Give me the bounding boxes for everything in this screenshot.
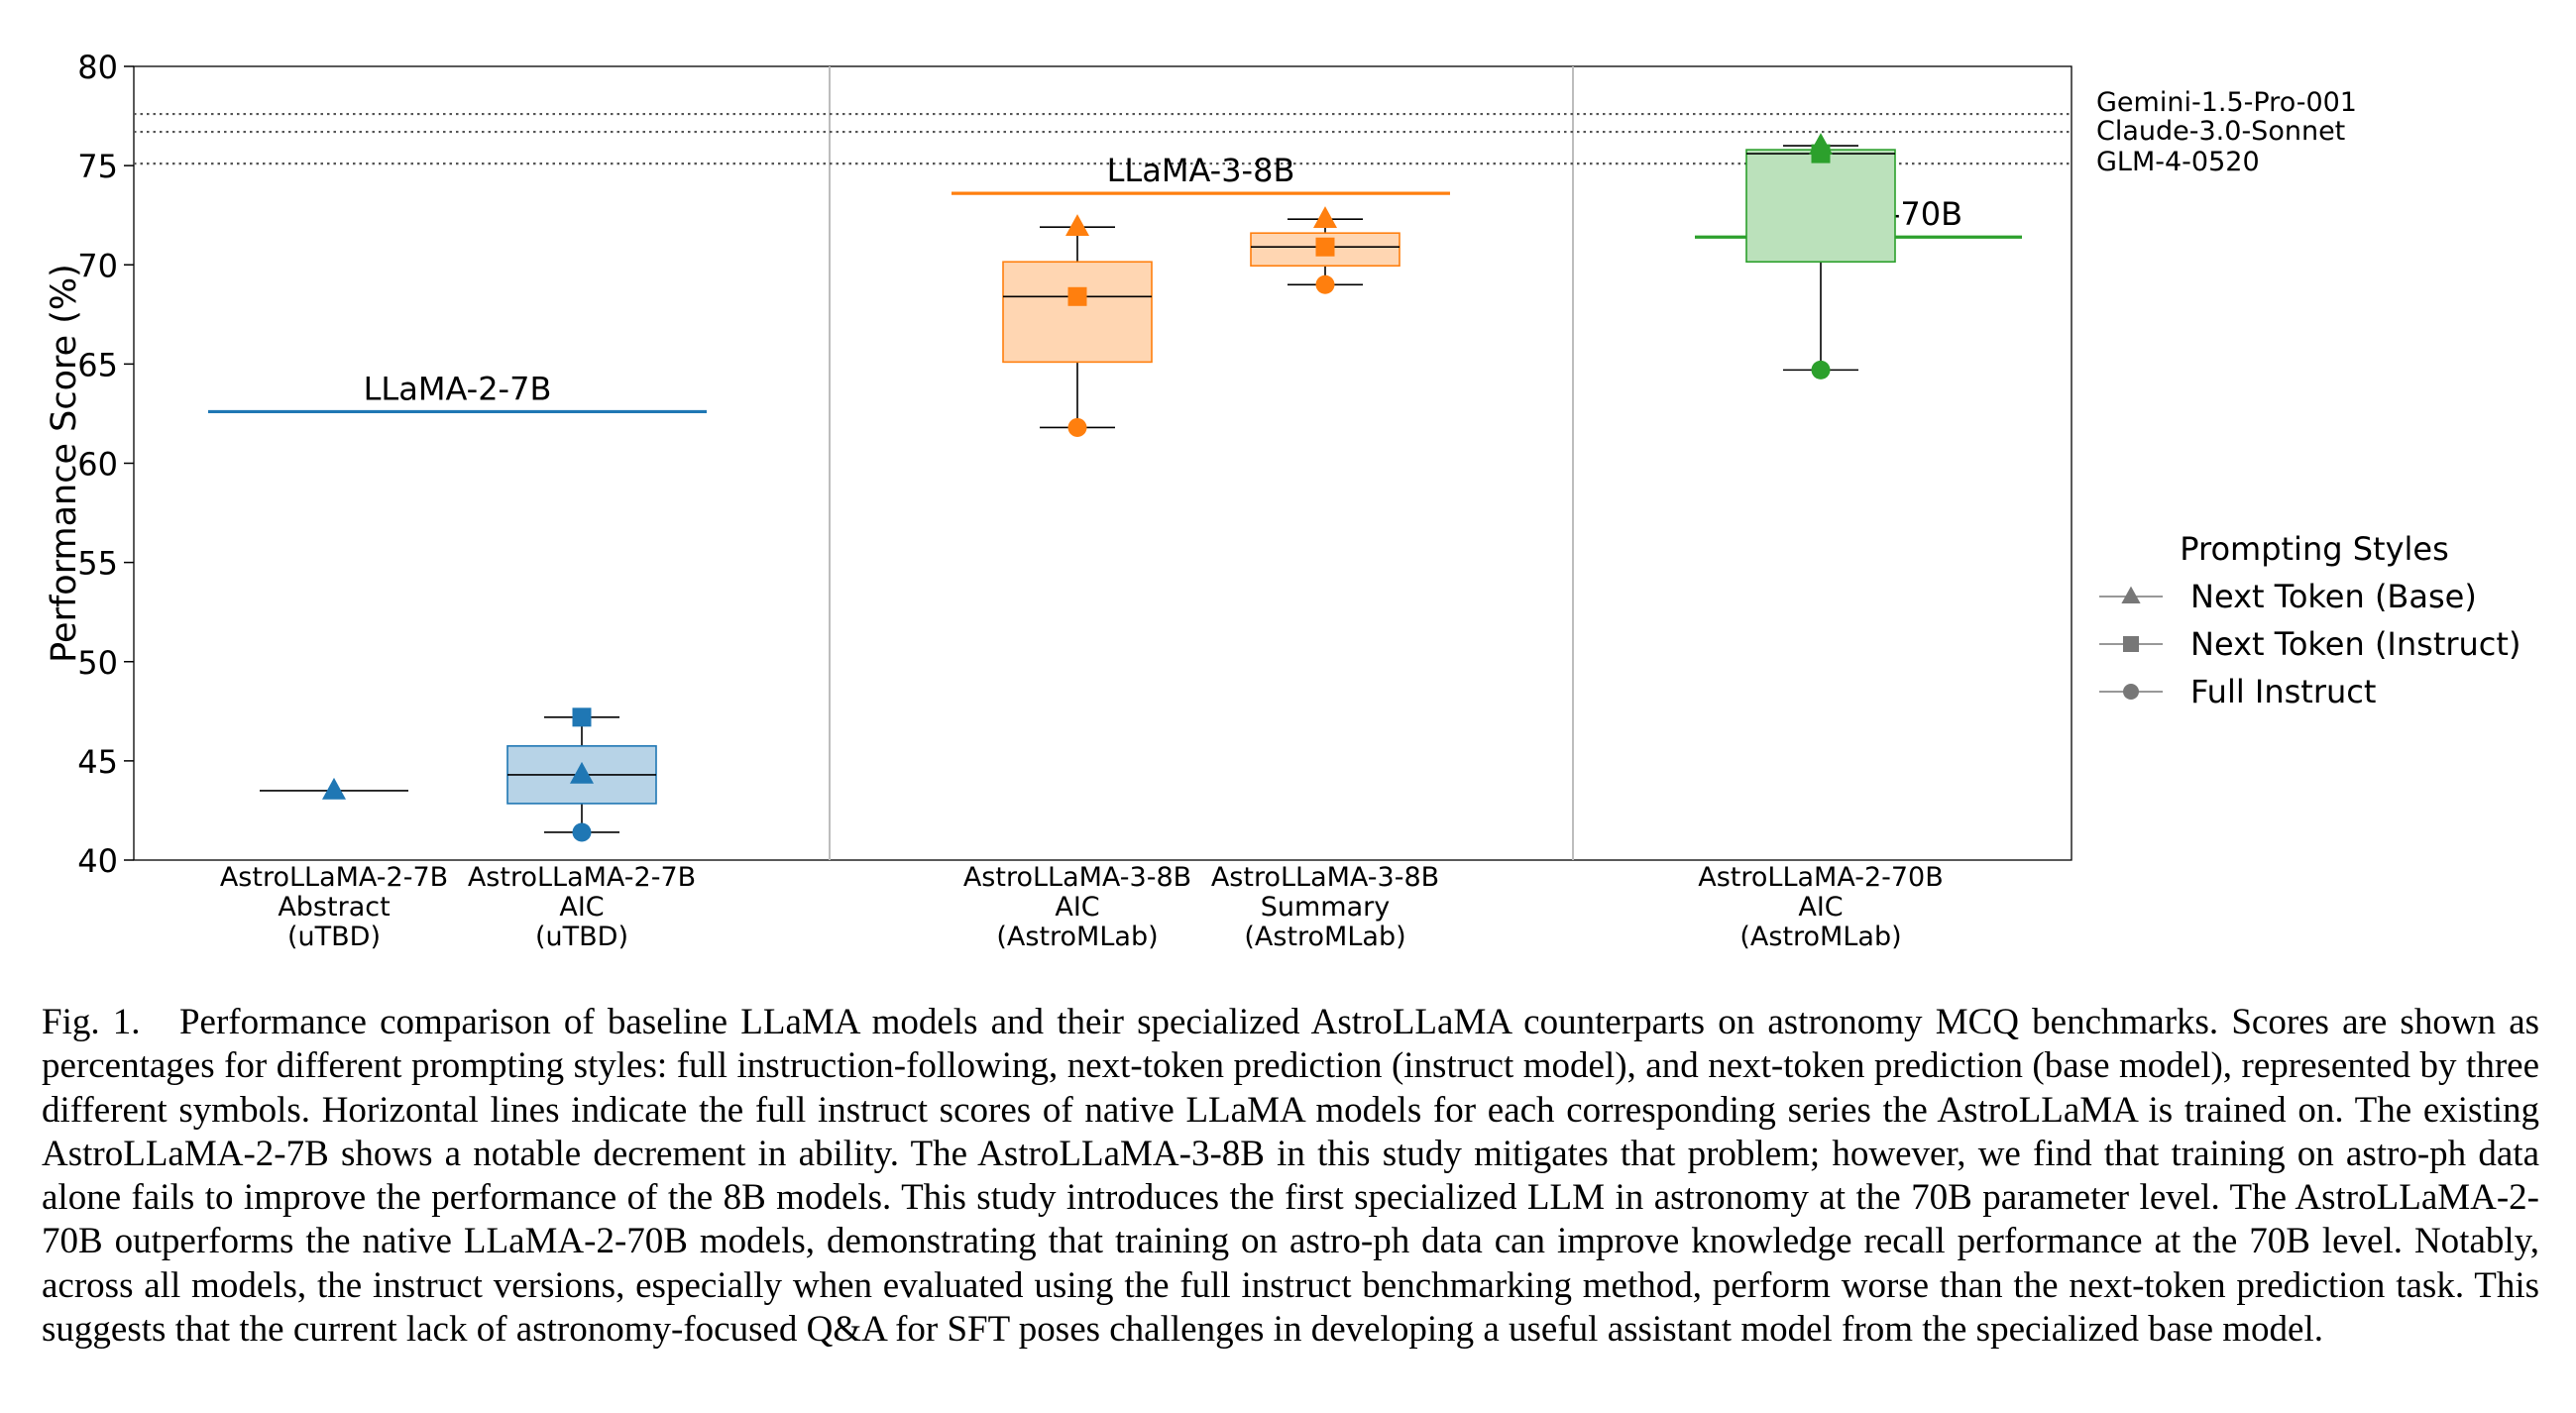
x-tick-label: (AstroMLab) bbox=[1739, 922, 1901, 952]
x-tick-label: (uTBD) bbox=[287, 922, 381, 952]
x-tick-label: AIC bbox=[559, 892, 604, 923]
marker-full-instruct bbox=[1811, 360, 1831, 380]
x-tick-label: (AstroMLab) bbox=[1244, 922, 1405, 952]
legend-title: Prompting Styles bbox=[2180, 530, 2449, 568]
legend-marker-triangle bbox=[2121, 586, 2141, 604]
legend-label: Next Token (Base) bbox=[2190, 578, 2477, 615]
marker-next-token-base bbox=[322, 777, 346, 800]
iqr-box bbox=[1002, 261, 1153, 364]
legend-marker-circle bbox=[2123, 684, 2139, 700]
caption-lead: Fig. 1. bbox=[42, 1002, 141, 1042]
x-tick-label: AstroLLaMA-2-70B bbox=[1698, 862, 1944, 893]
model-box-2-0 bbox=[1745, 133, 1896, 380]
figure-caption: Fig. 1. Performance comparison of baseli… bbox=[42, 1001, 2539, 1352]
legend-marker-square bbox=[2123, 636, 2139, 652]
reference-line-label: GLM-4-0520 bbox=[2096, 147, 2260, 177]
box-plot-chart: 40 45 50 55 60 65 70 75 80 Performance Score (%) G… bbox=[45, 49, 2520, 952]
legend-label: Next Token (Instruct) bbox=[2190, 625, 2520, 663]
x-tick-label: AstroLLaMA-3-8B bbox=[963, 862, 1191, 893]
reference-line-label: Gemini-1.5-Pro-001 bbox=[2096, 87, 2357, 118]
baseline-label: LLaMA-2-7B bbox=[364, 370, 552, 407]
x-tick-label: (uTBD) bbox=[535, 922, 628, 952]
marker-next-token-base bbox=[1313, 206, 1337, 229]
model-box-1-0 bbox=[1002, 214, 1153, 437]
x-tick-label: AIC bbox=[1055, 892, 1099, 923]
marker-next-token-instruct bbox=[1811, 144, 1831, 163]
y-tick-label: 70 bbox=[77, 247, 118, 284]
x-tick-label: (AstroMLab) bbox=[996, 922, 1158, 952]
y-tick-label: 55 bbox=[77, 545, 118, 583]
y-tick-label: 60 bbox=[77, 446, 118, 484]
y-tick-label: 40 bbox=[77, 842, 118, 880]
caption-text: Performance comparison of baseline LLaMA… bbox=[42, 1002, 2540, 1351]
x-tick-label: AstroLLaMA-3-8B bbox=[1211, 862, 1439, 893]
chart-area: 40 45 50 55 60 65 70 75 80 Performance Score (%) G… bbox=[45, 49, 2520, 952]
marker-full-instruct bbox=[1067, 417, 1087, 437]
y-tick-label: 50 bbox=[77, 644, 118, 682]
x-tick-label: AstroLLaMA-2-7B bbox=[468, 862, 696, 893]
y-tick-label: 65 bbox=[77, 346, 118, 383]
model-box-1-1 bbox=[1250, 206, 1400, 294]
y-tick-label: 75 bbox=[77, 148, 118, 185]
x-tick-label: AIC bbox=[1798, 892, 1843, 923]
marker-next-token-instruct bbox=[1315, 237, 1335, 257]
legend-label: Full Instruct bbox=[2190, 673, 2376, 710]
y-tick-label: 80 bbox=[77, 49, 118, 86]
marker-next-token-instruct bbox=[572, 707, 592, 727]
reference-line-label: Claude-3.0-Sonnet bbox=[2096, 116, 2345, 147]
x-tick-label: AstroLLaMA-2-7B bbox=[220, 862, 448, 893]
model-box-0-1 bbox=[506, 707, 657, 842]
model-box-0-0 bbox=[260, 777, 408, 800]
marker-full-instruct bbox=[572, 822, 592, 842]
baseline-label: LLaMA-3-8B bbox=[1107, 152, 1295, 189]
legend: Prompting Styles Next Token (Base) Next To… bbox=[2099, 530, 2520, 710]
y-axis-label: Performance Score (%) bbox=[45, 264, 84, 663]
marker-next-token-base bbox=[570, 761, 594, 784]
marker-next-token-instruct bbox=[1067, 286, 1087, 306]
marker-next-token-base bbox=[1065, 214, 1089, 237]
marker-full-instruct bbox=[1315, 274, 1335, 294]
iqr-box bbox=[1745, 149, 1896, 264]
x-tick-label: Abstract bbox=[278, 892, 390, 923]
y-tick-label: 45 bbox=[77, 743, 118, 781]
x-tick-label: Summary bbox=[1261, 892, 1390, 923]
